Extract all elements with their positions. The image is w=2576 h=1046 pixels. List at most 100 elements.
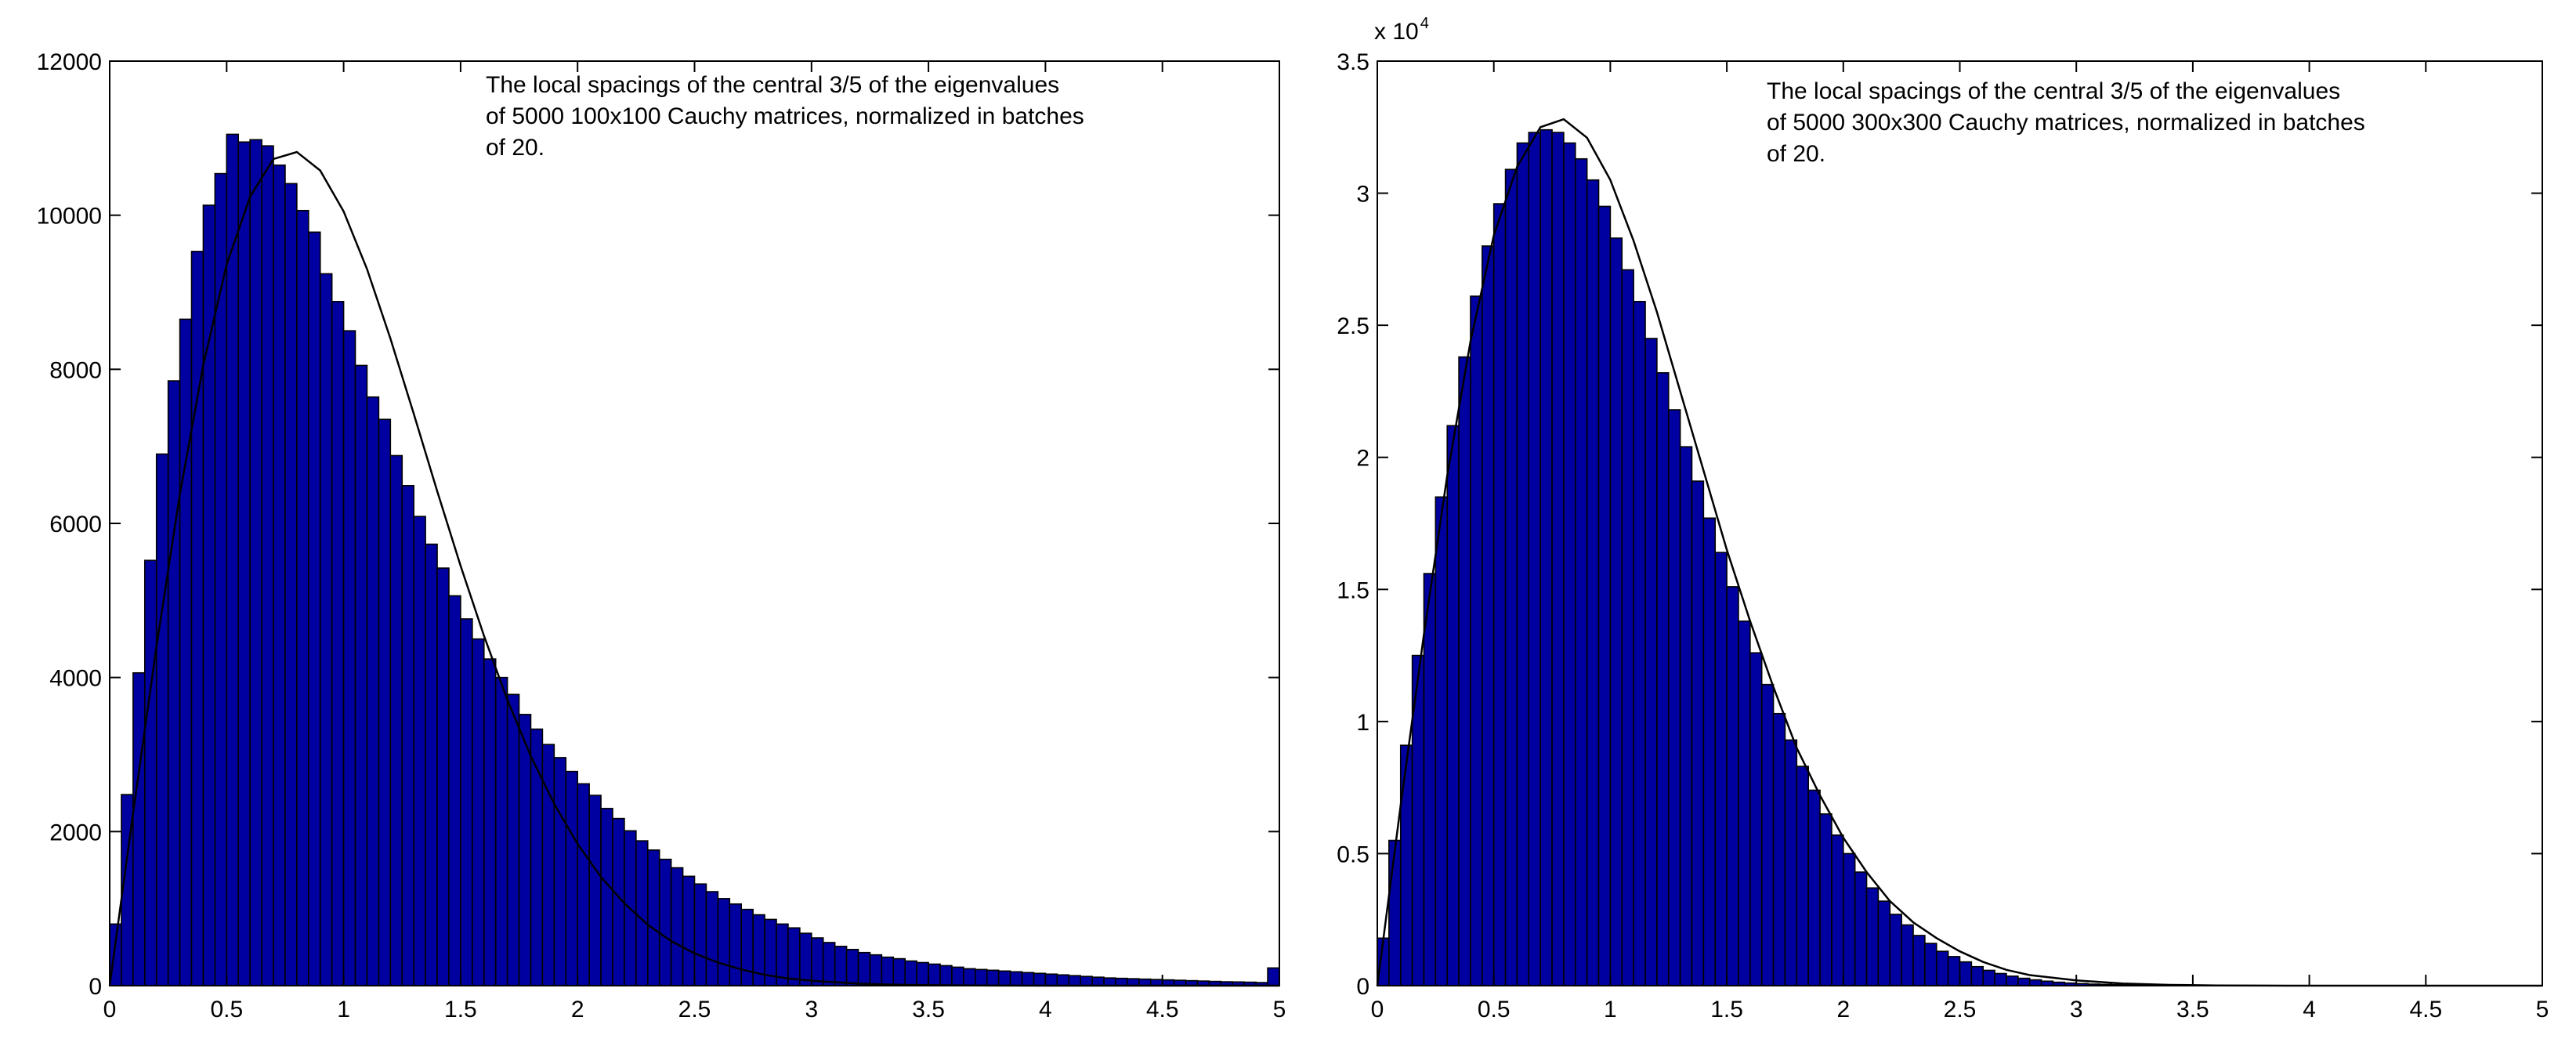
histogram-bar xyxy=(1854,871,1868,986)
histogram-bar xyxy=(1021,972,1035,986)
histogram-bar xyxy=(249,139,262,986)
annotation-line: The local spacings of the central 3/5 of… xyxy=(1767,78,2340,104)
histogram-bar xyxy=(1470,295,1483,986)
histogram-bar xyxy=(1504,168,1518,986)
histogram-bar xyxy=(1994,972,2007,986)
histogram-bar xyxy=(237,141,251,986)
x-tick-label: 1 xyxy=(337,997,350,1022)
y-tick-label: 12000 xyxy=(37,49,102,75)
histogram-bar xyxy=(740,908,754,986)
left-histogram-panel: 0 0.5 1 1.5 2 2.5 3 3.5 4 4.5 5 0 2000 4000 6000 8000 10… xyxy=(37,49,1286,1022)
histogram-bar xyxy=(273,164,286,986)
histogram-bar xyxy=(425,543,438,986)
x-tick-label: 4 xyxy=(1039,997,1052,1022)
histogram-bar xyxy=(1056,974,1070,986)
histogram-bar xyxy=(472,638,485,986)
histogram-bar xyxy=(1819,813,1833,986)
histogram-bar xyxy=(1726,586,1739,986)
y-tick-label: 3 xyxy=(1356,182,1369,208)
histogram-bar xyxy=(506,693,520,986)
histogram-bar xyxy=(1702,517,1717,986)
histogram-bar xyxy=(319,273,333,986)
histogram-bar xyxy=(1935,950,1949,986)
histogram-bar xyxy=(1738,620,1751,986)
histogram-bar xyxy=(541,744,555,986)
histogram-bar xyxy=(1068,975,1081,986)
y-tick-label: 3.5 xyxy=(1337,49,1369,75)
histogram-bar xyxy=(1865,887,1880,986)
histogram-bar xyxy=(155,453,169,986)
histogram-bar xyxy=(670,867,684,986)
histogram-bar xyxy=(214,172,228,986)
histogram-bar xyxy=(881,956,895,986)
x-tick-label: 2 xyxy=(1836,997,1850,1022)
histogram-bar xyxy=(1138,978,1152,986)
histogram-bar xyxy=(963,968,976,986)
x-tick-label: 5 xyxy=(2536,997,2549,1022)
y-tick-label: 8000 xyxy=(49,357,102,383)
x-tick-label: 4.5 xyxy=(2409,997,2442,1022)
x-tick-label: 1.5 xyxy=(444,997,477,1022)
annotation-line: of 5000 300x300 Cauchy matrices, normali… xyxy=(1767,110,2365,136)
histogram-bar xyxy=(132,671,146,986)
histogram-bar xyxy=(705,891,719,986)
histogram-bar xyxy=(1103,977,1116,986)
histogram-bar xyxy=(190,251,204,986)
histogram-bar xyxy=(2017,977,2031,986)
histogram-bar xyxy=(565,770,579,986)
histogram-bar xyxy=(928,963,941,986)
histogram-bar xyxy=(167,380,181,986)
histogram-bar xyxy=(1435,496,1449,986)
fit-curve xyxy=(108,150,1279,987)
y-exponent-label: x 10 4 xyxy=(1374,15,1429,45)
histogram-bar xyxy=(635,840,649,986)
y-tick-label: 2.5 xyxy=(1337,313,1369,339)
x-tick-label: 0 xyxy=(103,997,117,1022)
histogram-bar xyxy=(869,954,883,986)
histogram-bar xyxy=(892,957,906,986)
histogram-bar xyxy=(1889,914,1902,986)
histogram-bar xyxy=(822,942,836,986)
histogram-bar xyxy=(1388,839,1402,986)
histogram-bar xyxy=(1563,142,1576,986)
histogram-bar xyxy=(729,903,743,986)
histogram-bar xyxy=(1970,965,1984,986)
histogram-bar xyxy=(834,946,848,986)
histogram-bar xyxy=(1877,900,1891,986)
histogram-bars xyxy=(1377,128,2404,986)
histogram-bar xyxy=(1633,300,1646,986)
histogram-bar xyxy=(1492,203,1507,986)
annotation-line: The local spacings of the central 3/5 of… xyxy=(486,72,1059,98)
histogram-bar xyxy=(811,937,824,986)
histogram-bar xyxy=(939,965,953,986)
histogram-bar xyxy=(1267,967,1280,986)
histogram-bar xyxy=(693,883,707,986)
histogram-bar xyxy=(296,209,309,986)
histogram-bar xyxy=(1796,765,1809,986)
histogram-bar xyxy=(143,559,157,986)
histogram-bar xyxy=(308,231,321,986)
histogram-bar xyxy=(331,300,345,986)
histogram-bar xyxy=(1009,971,1023,986)
histogram-bar xyxy=(1924,943,1937,986)
histogram-bar xyxy=(1044,973,1058,986)
histogram-bar xyxy=(1399,744,1413,986)
x-tick-label: 3 xyxy=(805,997,818,1022)
histogram-bar xyxy=(916,961,929,986)
histogram-bars xyxy=(109,133,1280,986)
histogram-bar xyxy=(354,364,368,986)
histogram-bar xyxy=(975,968,988,986)
histogram-bar xyxy=(1959,961,1973,986)
histogram-bar xyxy=(1539,128,1553,986)
histogram-bar xyxy=(904,960,917,986)
histogram-bar xyxy=(986,969,1000,986)
histogram-bar xyxy=(1772,712,1786,986)
histogram-bar xyxy=(1446,425,1460,986)
x-tick-label: 2.5 xyxy=(678,997,711,1022)
y-tick-label: 0.5 xyxy=(1337,842,1369,867)
histogram-bar xyxy=(1807,789,1821,986)
fit-curve xyxy=(1376,118,2542,987)
y-tick-label: 6000 xyxy=(49,512,102,537)
y-tick-label: 4000 xyxy=(49,666,102,692)
